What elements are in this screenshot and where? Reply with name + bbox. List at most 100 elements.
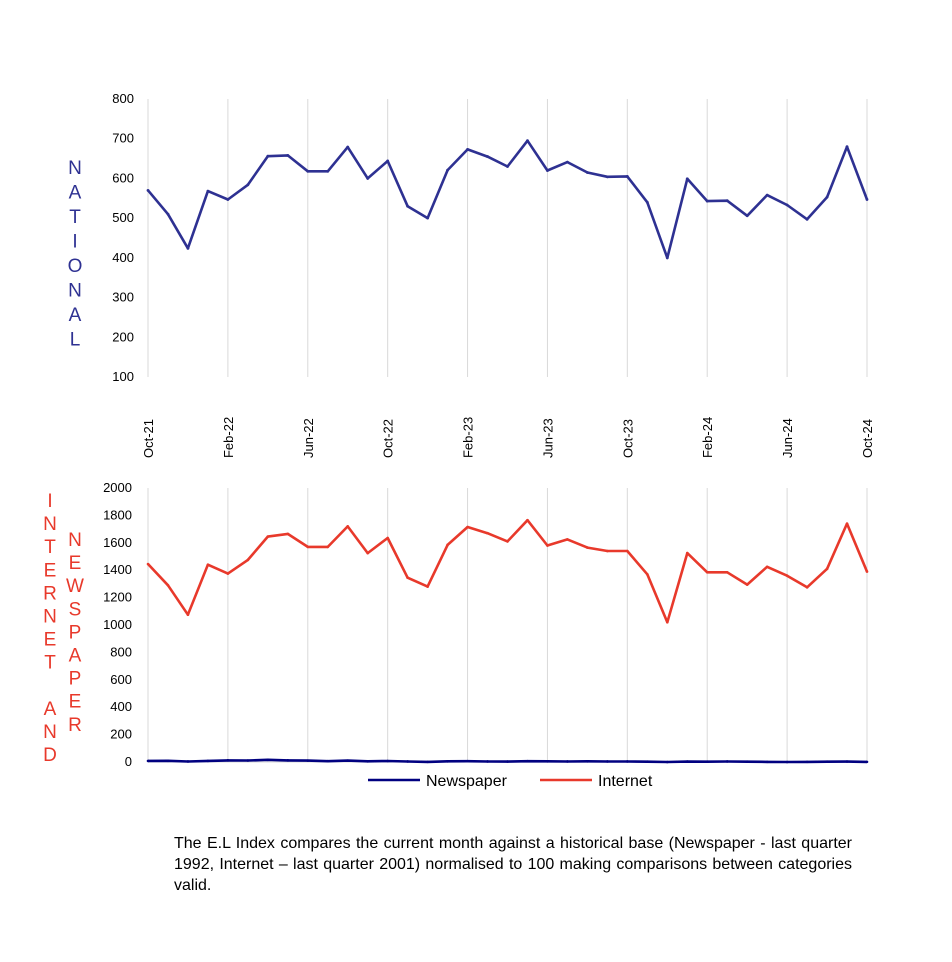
national-point [526, 139, 529, 143]
legend-label-internet: Internet [598, 773, 653, 790]
newspaper-point [586, 760, 589, 763]
y-tick-label: 400 [112, 250, 134, 265]
newspaper-point [705, 760, 709, 764]
newspaper-point [306, 759, 310, 762]
y-tick-label: 2000 [103, 480, 132, 495]
internet-point [785, 574, 789, 577]
internet-newspaper-chart: 0 200 400 600 800 1000 1200 1400 1600 1800 2000 New… [43, 480, 869, 790]
national-point [506, 165, 509, 168]
newspaper-point [865, 760, 869, 764]
internet-point [406, 576, 409, 580]
internet-point [326, 545, 330, 549]
national-point [725, 199, 729, 203]
national-point [186, 246, 190, 250]
national-point [206, 189, 210, 193]
internet-point [146, 562, 150, 566]
y-tick-label: 1800 [103, 507, 132, 522]
legend-label-newspaper: Newspaper [426, 773, 508, 790]
national-point [546, 169, 549, 172]
newspaper-point [426, 760, 429, 764]
x-tick-label: Feb-22 [221, 417, 236, 458]
internet-point [805, 586, 809, 589]
y-tick-label: 1000 [103, 617, 132, 632]
national-point [785, 203, 789, 207]
internet-point [246, 558, 250, 562]
newspaper-point [386, 759, 389, 763]
newspaper-point [845, 760, 849, 763]
newspaper-point [685, 760, 689, 763]
newspaper-point [466, 759, 469, 763]
internet-point [546, 544, 549, 547]
y-tick-label: 600 [112, 170, 134, 185]
newspaper-point [785, 760, 789, 764]
y-tick-label: 800 [112, 91, 134, 106]
newspaper-point [646, 760, 649, 764]
national-point [266, 154, 270, 158]
newspaper-point [446, 760, 449, 763]
internet-point [646, 573, 649, 576]
caption-text: The E.L Index compares the current month… [174, 835, 852, 894]
internet-point [526, 518, 529, 522]
newspaper-point [526, 759, 529, 763]
y-tick-label: 1200 [103, 590, 132, 605]
national-point [486, 155, 489, 158]
newspaper-point [146, 759, 150, 763]
newspaper-point [665, 760, 669, 764]
newspaper-point [366, 760, 369, 763]
newspaper-point [246, 759, 250, 762]
national-point [865, 198, 869, 201]
national-point [645, 200, 649, 204]
internet-point [206, 563, 210, 567]
national-point [306, 169, 310, 173]
internet-point [386, 536, 389, 540]
internet-point [446, 543, 449, 547]
internet-point [586, 546, 589, 549]
internet-point [266, 535, 270, 538]
national-point [226, 198, 230, 201]
x-tick-label: Oct-22 [381, 419, 396, 458]
internet-point [765, 565, 769, 569]
national-point [745, 214, 749, 218]
internet-point [606, 549, 609, 553]
national-point [466, 148, 469, 151]
national-point [166, 212, 170, 216]
newspaper-point [506, 760, 509, 763]
national-point [566, 160, 569, 164]
national-point [346, 145, 350, 149]
internet-point [825, 567, 829, 571]
internet-point [705, 570, 709, 574]
newspaper-point [546, 760, 549, 763]
x-tick-label: Jun-22 [301, 418, 316, 458]
newspaper-point [486, 760, 489, 763]
x-tick-label: Feb-23 [461, 417, 476, 458]
x-tick-label: Oct-23 [620, 419, 635, 458]
y-tick-label: 700 [112, 131, 134, 146]
y-tick-label: 200 [110, 727, 132, 742]
newspaper-point [226, 759, 230, 762]
national-point [825, 195, 829, 199]
y-tick-label: 1400 [103, 562, 132, 577]
y-tick-label: 0 [125, 754, 132, 769]
internet-point [186, 613, 190, 617]
national-point [765, 193, 769, 197]
newspaper-point [326, 759, 330, 763]
internet-point [626, 549, 629, 553]
newspaper-point [606, 760, 609, 763]
newspaper-point [745, 760, 749, 764]
national-point [326, 169, 330, 173]
x-tick-label: Jun-24 [780, 418, 795, 458]
internet-point [725, 570, 729, 574]
y-tick-label: 1600 [103, 535, 132, 550]
internet-point [426, 585, 429, 588]
y-tick-label: 600 [110, 672, 132, 687]
x-tick-label: Oct-21 [141, 419, 156, 458]
national-point [246, 183, 250, 187]
newspaper-point [805, 760, 809, 764]
national-point [805, 217, 809, 221]
internet-point [346, 525, 350, 528]
y-tick-label: 200 [112, 329, 134, 344]
national-point [685, 177, 689, 181]
newspaper-point [286, 759, 290, 762]
